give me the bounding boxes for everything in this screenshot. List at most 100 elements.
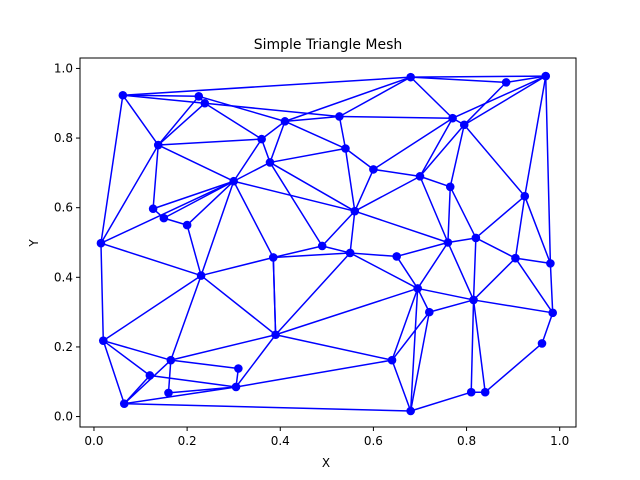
mesh-edge-91	[472, 299, 554, 314]
mesh-edge-93	[514, 257, 554, 314]
mesh-edge-117	[391, 359, 412, 412]
mesh-edge-19	[338, 115, 454, 119]
mesh-edge-13	[260, 120, 286, 140]
mesh-vertex-41	[387, 355, 397, 365]
mesh-vertex-31	[546, 259, 555, 268]
axes: 0.0 0.2 0.4 0.6 0.8 1.0 0.0 0.2 0.4 0.6 0.8 1.0	[54, 57, 577, 448]
mesh-vertex-48	[466, 387, 476, 397]
mesh-edge-35	[419, 175, 452, 188]
mesh-edge-90	[428, 299, 475, 313]
mesh-edge-56	[269, 161, 323, 247]
mesh-vertex-40	[166, 355, 176, 365]
mesh-edge-66	[321, 245, 351, 254]
mesh-vertex-11	[459, 120, 469, 130]
mesh-vertex-37	[98, 336, 108, 345]
mesh-vertex-21	[182, 220, 192, 230]
mesh-vertex-17	[520, 191, 530, 201]
mesh-edge-5	[409, 75, 547, 78]
chart-title: Simple Triangle Mesh	[254, 37, 403, 53]
mesh-edge-28	[269, 120, 286, 164]
mesh-edge-14	[204, 102, 341, 118]
mesh-edge-2	[122, 94, 206, 105]
mesh-edge-42	[152, 180, 235, 210]
mesh-edge-32	[419, 117, 454, 178]
mesh-edge-18	[409, 76, 454, 119]
mesh-vertex-43	[145, 371, 155, 380]
mesh-edge-55	[321, 210, 356, 247]
mesh-edge-115	[235, 359, 393, 388]
x-axis-label: X	[322, 456, 330, 470]
mesh-edge-76	[200, 180, 235, 277]
mesh-vertex-8	[280, 117, 290, 126]
mesh-vertex-12	[341, 144, 350, 153]
mesh-vertex-0	[118, 90, 128, 100]
mesh-vertex-23	[96, 238, 106, 248]
mesh-edge-33	[419, 124, 465, 178]
y-tick-label: 0.8	[54, 131, 73, 145]
mesh-vertex-49	[406, 406, 415, 416]
mesh-edge-71	[475, 237, 517, 259]
mesh-vertex-6	[153, 140, 163, 150]
mesh-edge-70	[514, 195, 526, 259]
mesh-vertex-26	[471, 233, 481, 243]
mesh-edge-74	[524, 195, 552, 265]
x-tick-label: 1.0	[550, 434, 569, 448]
mesh-vertex-36	[548, 308, 558, 318]
mesh-edge-113	[123, 386, 237, 405]
mesh-vertex-4	[501, 78, 511, 87]
mesh-edge-3	[122, 76, 412, 96]
mesh-edge-47	[186, 180, 235, 226]
mesh-edge-60	[419, 175, 449, 244]
mesh-edge-110	[274, 334, 393, 361]
mesh-edge-83	[395, 255, 419, 290]
mesh-edge-64	[447, 237, 477, 244]
mesh-edge-57	[272, 245, 323, 259]
mesh-edge-106	[102, 339, 125, 405]
mesh-edge-65	[349, 210, 356, 254]
mesh-edge-112	[391, 311, 431, 361]
mesh-edge-78	[200, 256, 275, 277]
mesh-edge-97	[274, 252, 351, 336]
mesh-edge-59	[354, 210, 449, 244]
mesh-vertex-30	[511, 253, 520, 263]
mesh-vertex-3	[406, 72, 415, 82]
mesh-edge-22	[463, 75, 547, 126]
mesh-edge-39	[232, 138, 263, 182]
mesh-edge-81	[102, 274, 202, 342]
mesh-edge-118	[409, 311, 431, 412]
mesh-vertex-20	[159, 213, 169, 223]
mesh-edge-124	[541, 312, 554, 345]
mesh-edge-87	[472, 257, 517, 301]
mesh-vertex-29	[392, 252, 401, 261]
mesh-edge-7	[122, 94, 159, 146]
mesh-edge-37	[524, 75, 547, 197]
mesh-vertex-27	[345, 248, 355, 258]
mesh-edge-107	[149, 374, 237, 388]
mesh-edge-89	[416, 287, 431, 313]
mesh-vertex-42	[234, 364, 243, 373]
mesh-edge-23	[451, 75, 547, 119]
mesh-vertex-14	[369, 165, 378, 174]
y-tick-label: 0.0	[54, 410, 73, 424]
mesh-edge-6	[505, 75, 547, 84]
mesh-edge-69	[272, 252, 351, 259]
mesh-edge-86	[472, 237, 477, 301]
mesh-edge-94	[349, 252, 419, 290]
mesh-edge-103	[167, 359, 172, 394]
mesh-vertex-33	[413, 284, 422, 293]
y-axis-label: Y	[27, 239, 41, 248]
x-tick-label: 0.4	[271, 434, 290, 448]
x-tick-label: 0.8	[457, 434, 476, 448]
y-tick-label: 0.2	[54, 340, 73, 354]
mesh-vertex-9	[335, 112, 344, 121]
mesh-edge-100	[170, 334, 277, 361]
mesh-vertex-22	[350, 206, 360, 216]
mesh-edge-105	[123, 374, 151, 405]
mesh-edge-120	[409, 391, 472, 412]
mesh-vertex-44	[231, 382, 241, 392]
mesh-vertex-18	[229, 176, 238, 186]
mesh-edge-52	[354, 175, 421, 212]
mesh-edge-0	[122, 94, 200, 98]
mesh-edge-36	[463, 124, 526, 197]
